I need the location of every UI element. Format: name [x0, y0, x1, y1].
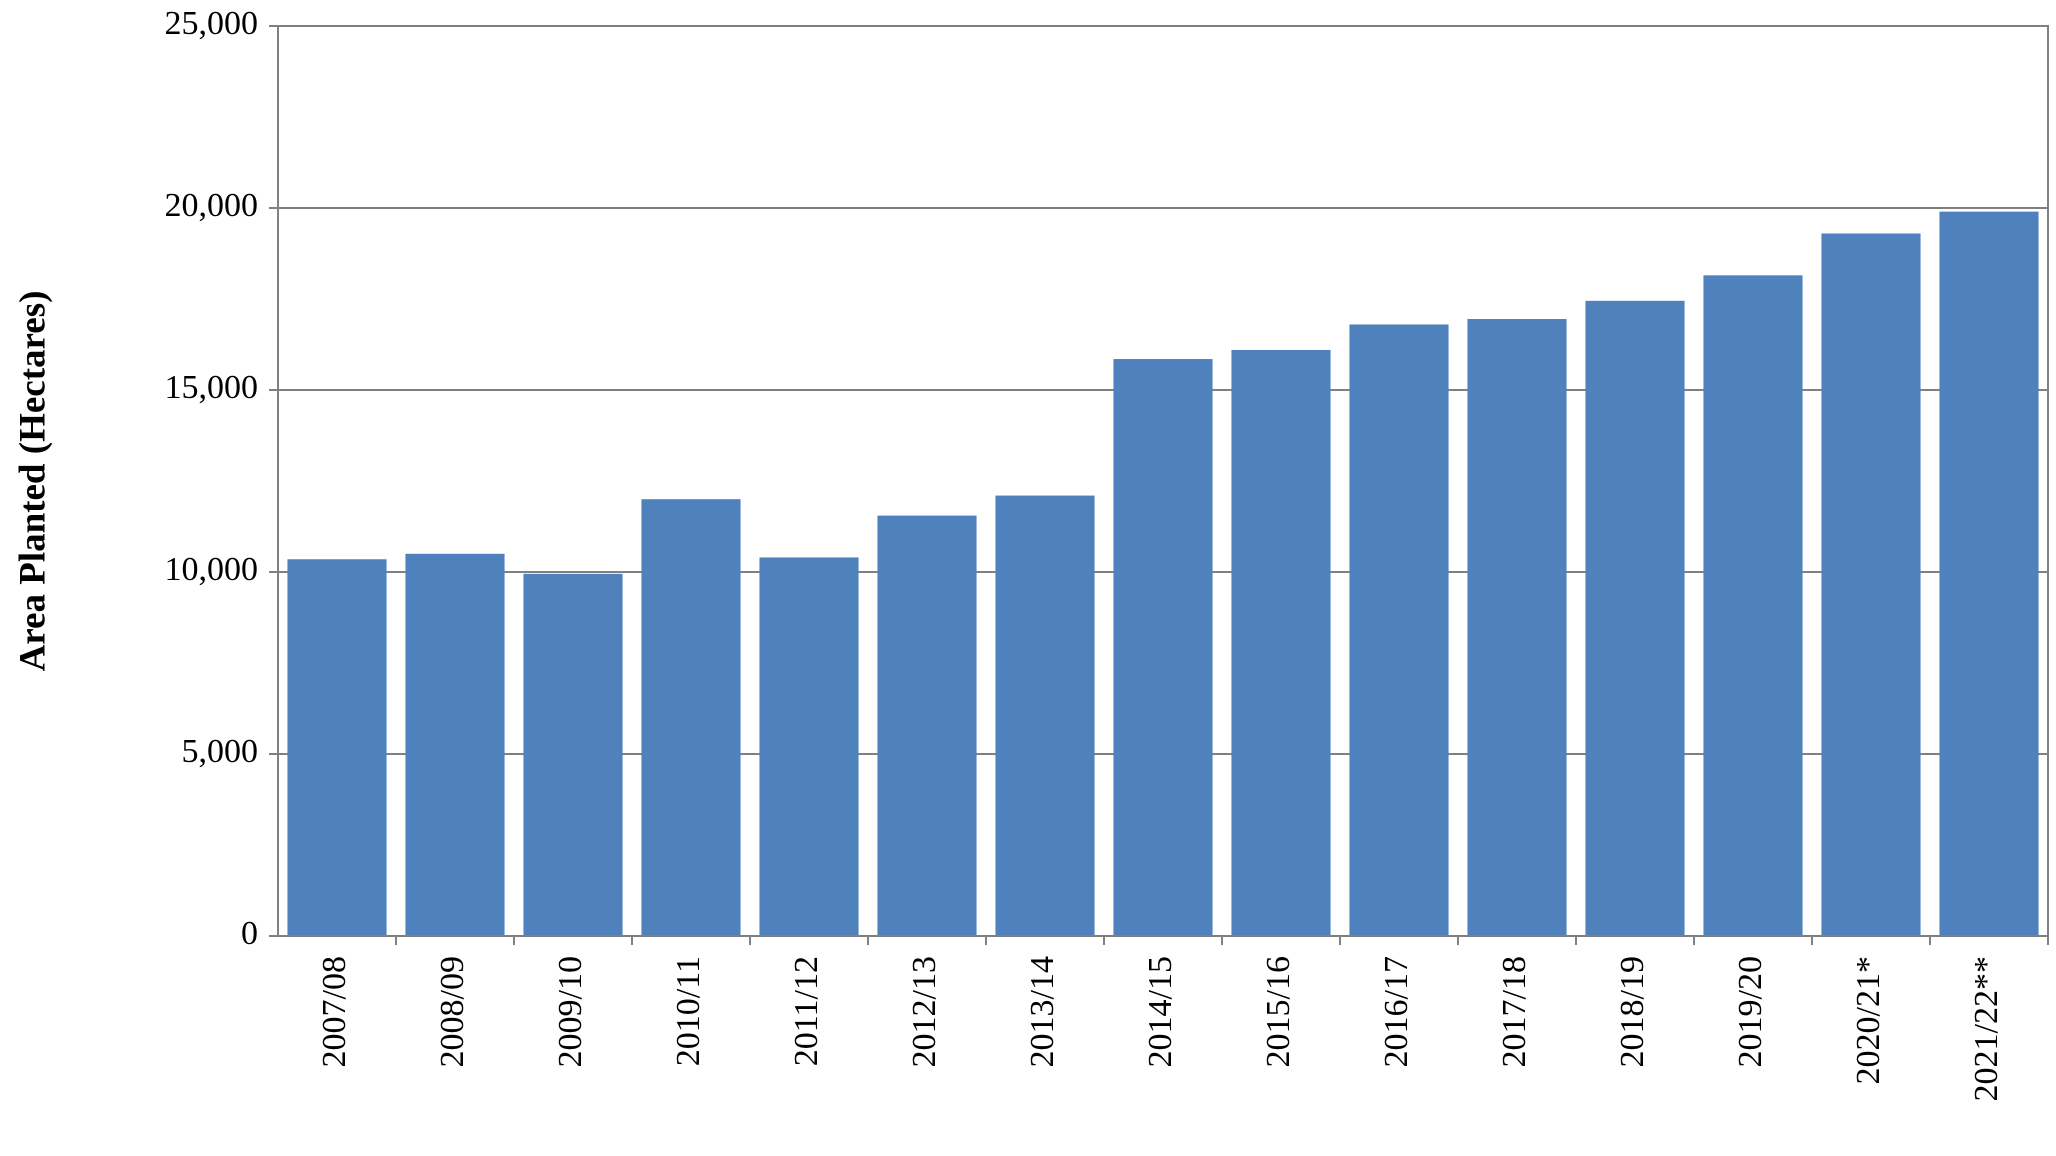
x-tick-label: 2012/13	[906, 956, 943, 1067]
x-tick-label: 2016/17	[1378, 956, 1415, 1067]
y-tick-label: 15,000	[165, 369, 259, 406]
x-tick-label: 2019/20	[1732, 956, 1769, 1067]
x-tick-label: 2008/09	[434, 956, 471, 1067]
y-axis-title: Area Planted (Hectares)	[12, 291, 53, 672]
bar	[1821, 233, 1921, 937]
y-tick-label: 10,000	[165, 551, 259, 588]
x-tick-label: 2009/10	[552, 956, 589, 1067]
bar	[1703, 275, 1803, 937]
bar	[287, 559, 387, 936]
x-tick-label: 2021/22**	[1968, 956, 2005, 1101]
x-tick-label: 2011/12	[788, 956, 825, 1066]
bar	[1113, 359, 1213, 936]
bar	[641, 499, 741, 936]
bar	[1467, 319, 1567, 936]
bar	[1939, 211, 2039, 936]
x-tick-label: 2017/18	[1496, 956, 1533, 1067]
bar	[995, 495, 1095, 936]
x-tick-label: 2014/15	[1142, 956, 1179, 1067]
y-tick-label: 0	[241, 915, 258, 952]
x-tick-label: 2013/14	[1024, 956, 1061, 1067]
bar	[877, 515, 977, 936]
x-tick-label: 2018/19	[1614, 956, 1651, 1067]
x-tick-label: 2010/11	[670, 956, 707, 1066]
x-tick-label: 2020/21*	[1850, 956, 1887, 1084]
bar	[1585, 300, 1685, 936]
y-tick-label: 20,000	[165, 187, 259, 224]
bar	[523, 573, 623, 936]
bar	[405, 553, 505, 936]
y-tick-label: 25,000	[165, 5, 259, 42]
bar	[759, 557, 859, 936]
bar	[1349, 324, 1449, 937]
y-tick-label: 5,000	[182, 733, 259, 770]
x-tick-label: 2007/08	[316, 956, 353, 1067]
bar	[1231, 349, 1331, 937]
x-tick-label: 2015/16	[1260, 956, 1297, 1067]
